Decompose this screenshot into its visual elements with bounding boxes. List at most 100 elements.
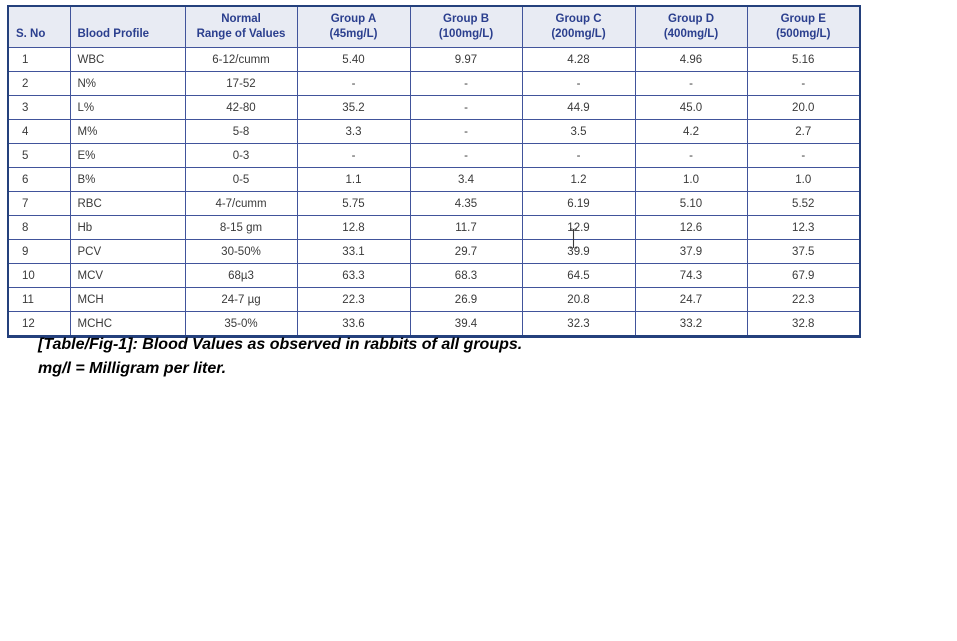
value-cell: 63.3 bbox=[296, 263, 411, 288]
value-cell: 35.2 bbox=[296, 95, 411, 120]
value-cell: 33.6 bbox=[296, 311, 411, 337]
table-row: 11 MCH 24-7 µg 22.3 26.9 20.8 24.7 22.3 bbox=[7, 287, 861, 312]
caption-line-2: mg/l = Milligram per liter. bbox=[38, 360, 227, 377]
value-cell: 39.9 bbox=[521, 239, 636, 264]
value-cell: 8-15 gm bbox=[184, 215, 298, 240]
table-row: 10 MCV 68µ3 63.3 68.3 64.5 74.3 67.9 bbox=[7, 263, 861, 288]
blood-profile-cell: N% bbox=[69, 71, 186, 96]
value-cell: 1.2 bbox=[521, 167, 636, 192]
value-cell: - bbox=[296, 143, 411, 168]
value-cell: 4-7/cumm bbox=[184, 191, 298, 216]
value-cell: 12.9 bbox=[521, 215, 636, 240]
column-header-group-c-200mg-l: Group C (200mg/L) bbox=[521, 5, 636, 48]
value-cell: 1.0 bbox=[746, 167, 861, 192]
value-cell: 4.2 bbox=[634, 119, 748, 144]
table-caption: [Table/Fig-1]: Blood Values as observed … bbox=[38, 333, 522, 381]
value-cell: 33.1 bbox=[296, 239, 411, 264]
value-cell: 22.3 bbox=[746, 287, 861, 312]
serial-number-cell: 5 bbox=[7, 143, 71, 168]
value-cell: 12.8 bbox=[296, 215, 411, 240]
value-cell: 32.8 bbox=[746, 311, 861, 337]
table-row: 7 RBC 4-7/cumm 5.75 4.35 6.19 5.10 5.52 bbox=[7, 191, 861, 216]
serial-number-cell: 11 bbox=[7, 287, 71, 312]
blood-profile-cell: MCH bbox=[69, 287, 186, 312]
blood-values-table: S. No Blood Profile Normal Range of Values G… bbox=[7, 5, 861, 338]
value-cell: 45.0 bbox=[634, 95, 748, 120]
blood-profile-cell: RBC bbox=[69, 191, 186, 216]
value-cell: 5.16 bbox=[746, 47, 861, 72]
value-cell: 29.7 bbox=[409, 239, 523, 264]
table-row: 2 N% 17-52- - - - - bbox=[7, 71, 861, 96]
value-cell: 68µ3 bbox=[184, 263, 298, 288]
table-row: 1 WBC 6-12/cumm 5.40 9.97 4.28 4.96 5.16 bbox=[7, 47, 861, 72]
table-row: 4 M% 5-8 3.3-3.5 4.2 2.7 bbox=[7, 119, 861, 144]
column-header-normal-range-of-values: Normal Range of Values bbox=[184, 5, 298, 48]
serial-number-cell: 12 bbox=[7, 311, 71, 337]
value-cell: 24-7 µg bbox=[184, 287, 298, 312]
value-cell: 2.7 bbox=[746, 119, 861, 144]
blood-profile-cell: PCV bbox=[69, 239, 186, 264]
value-cell: 4.28 bbox=[521, 47, 636, 72]
value-cell: 9.97 bbox=[409, 47, 523, 72]
value-cell: 3.3 bbox=[296, 119, 411, 144]
value-cell: 0-3 bbox=[184, 143, 298, 168]
value-cell: 12.6 bbox=[634, 215, 748, 240]
table-row: 9 PCV 30-50% 33.1 29.7 39.9 37.9 37.5 bbox=[7, 239, 861, 264]
value-cell: 12.3 bbox=[746, 215, 861, 240]
table-row: 8 Hb 8-15 gm 12.8 11.7 12.9 12.6 12.3 bbox=[7, 215, 861, 240]
value-cell: - bbox=[409, 95, 523, 120]
value-cell: 1.1 bbox=[296, 167, 411, 192]
serial-number-cell: 1 bbox=[7, 47, 71, 72]
serial-number-cell: 7 bbox=[7, 191, 71, 216]
value-cell: - bbox=[409, 143, 523, 168]
serial-number-cell: 3 bbox=[7, 95, 71, 120]
value-cell: 0-5 bbox=[184, 167, 298, 192]
value-cell: 37.5 bbox=[746, 239, 861, 264]
value-cell: 37.9 bbox=[634, 239, 748, 264]
value-cell: 64.5 bbox=[521, 263, 636, 288]
value-cell: 24.7 bbox=[634, 287, 748, 312]
value-cell: 3.4 bbox=[409, 167, 523, 192]
serial-number-cell: 8 bbox=[7, 215, 71, 240]
value-cell: 5.40 bbox=[296, 47, 411, 72]
value-cell: 42-80 bbox=[184, 95, 298, 120]
column-header-group-e-500mg-l: Group E (500mg/L) bbox=[746, 5, 861, 48]
header-row: S. No Blood Profile Normal Range of Values G… bbox=[7, 5, 861, 48]
value-cell: 32.3 bbox=[521, 311, 636, 337]
serial-number-cell: 10 bbox=[7, 263, 71, 288]
blood-profile-cell: B% bbox=[69, 167, 186, 192]
value-cell: 67.9 bbox=[746, 263, 861, 288]
value-cell: 30-50% bbox=[184, 239, 298, 264]
value-cell: 44.9 bbox=[521, 95, 636, 120]
value-cell: 39.4 bbox=[409, 311, 523, 337]
value-cell: 4.96 bbox=[634, 47, 748, 72]
value-cell: 74.3 bbox=[634, 263, 748, 288]
table-row: 12 MCHC 35-0% 33.6 39.4 32.3 33.2 32.8 bbox=[7, 311, 861, 337]
blood-profile-cell: L% bbox=[69, 95, 186, 120]
value-cell: 1.0 bbox=[634, 167, 748, 192]
value-cell: 5-8 bbox=[184, 119, 298, 144]
serial-number-cell: 2 bbox=[7, 71, 71, 96]
value-cell: 3.5 bbox=[521, 119, 636, 144]
value-cell: - bbox=[521, 143, 636, 168]
column-header-group-a-45mg-l: Group A (45mg/L) bbox=[296, 5, 411, 48]
value-cell: - bbox=[746, 71, 861, 96]
table-row: 3 L% 42-80 35.2-44.9 45.0 20.0 bbox=[7, 95, 861, 120]
value-cell: 5.75 bbox=[296, 191, 411, 216]
blood-profile-cell: WBC bbox=[69, 47, 186, 72]
value-cell: - bbox=[746, 143, 861, 168]
column-header-group-b-100mg-l: Group B (100mg/L) bbox=[409, 5, 523, 48]
value-cell: 4.35 bbox=[409, 191, 523, 216]
value-cell: 5.52 bbox=[746, 191, 861, 216]
table-row: 6 B% 0-5 1.1 3.4 1.2 1.0 1.0 bbox=[7, 167, 861, 192]
value-cell: 6.19 bbox=[521, 191, 636, 216]
value-cell: 5.10 bbox=[634, 191, 748, 216]
serial-number-cell: 6 bbox=[7, 167, 71, 192]
value-cell: 33.2 bbox=[634, 311, 748, 337]
serial-number-cell: 4 bbox=[7, 119, 71, 144]
value-cell: 68.3 bbox=[409, 263, 523, 288]
value-cell: 20.0 bbox=[746, 95, 861, 120]
column-header-blood-profile: Blood Profile bbox=[69, 5, 186, 48]
table-row: 5 E% 0-3- - - - - bbox=[7, 143, 861, 168]
